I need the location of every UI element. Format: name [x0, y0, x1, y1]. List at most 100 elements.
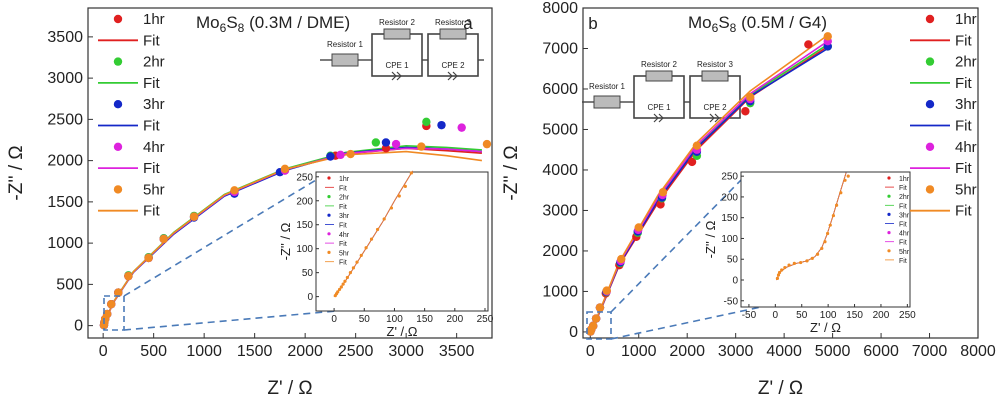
inset-data-point [834, 203, 839, 207]
circuit-label: Resistor 2 [379, 18, 416, 27]
data-point [617, 254, 626, 264]
inset-data-point [826, 231, 830, 236]
inset-legend-marker [327, 213, 331, 217]
inset-data-point [389, 206, 394, 210]
legend-marker [113, 57, 123, 66]
inset-legend-marker [327, 176, 331, 180]
inset-data-point [339, 285, 343, 289]
inset-legend-label: 5hr [339, 250, 350, 257]
inset-y-tick-label: 100 [721, 234, 738, 245]
inset-data-point [843, 178, 847, 182]
inset-x-tick-label: 50 [796, 310, 808, 321]
legend-label: 3hr [143, 96, 165, 113]
inset-data-point [815, 252, 820, 256]
inset-x-axis-label: Z' / Ω [810, 320, 841, 335]
legend-label: 5hr [143, 181, 165, 198]
x-tick-label: 2500 [338, 343, 374, 360]
cpe-symbol [447, 71, 458, 81]
inset-data-point [355, 260, 359, 264]
inset-y-tick-label: 250 [721, 172, 738, 183]
inset-data-point [359, 253, 363, 257]
title-part: S [718, 13, 729, 32]
data-point [658, 188, 668, 197]
zoom-box [103, 295, 125, 331]
inset-legend-label: 3hr [899, 212, 910, 219]
legend-marker [925, 142, 935, 151]
y-tick-label: 3500 [47, 29, 83, 46]
inset-y-tick-label: 250 [296, 172, 313, 183]
data-point [692, 141, 702, 150]
data-point [457, 123, 466, 132]
data-point [102, 309, 112, 319]
y-tick-label: 8000 [542, 0, 578, 17]
title-part: Mo [196, 13, 220, 32]
cpe-symbol [391, 71, 402, 81]
inset-x-tick-label: 200 [446, 314, 463, 325]
data-point [336, 150, 345, 160]
inset-data-point [776, 273, 781, 277]
inset-x-tick-label: 50 [359, 314, 371, 325]
data-point [741, 107, 750, 116]
y-tick-label: 2500 [47, 111, 83, 128]
inset-legend-label: Fit [899, 185, 907, 192]
inset-legend-label: 2hr [339, 195, 350, 202]
cpe-symbol [653, 113, 664, 123]
inset-legend-label: 5hr [899, 249, 910, 256]
inset-legend-marker [887, 194, 891, 198]
data-point [124, 271, 133, 281]
circuit-resistor [439, 28, 467, 40]
legend-label: Fit [955, 203, 972, 220]
y-tick-label: 3000 [542, 202, 578, 219]
data-point [346, 149, 355, 159]
inset-legend-marker [887, 212, 891, 216]
inset-legend-label: 1hr [339, 176, 350, 183]
inset-legend-label: 3hr [339, 213, 350, 220]
inset-data-point [337, 287, 342, 292]
inset-data-point [364, 246, 368, 250]
legend-label: Fit [143, 118, 160, 135]
data-point [602, 286, 611, 295]
y-tick-label: 3000 [47, 70, 83, 87]
x-tick-label: 1500 [237, 343, 273, 360]
zoom-connector [123, 310, 337, 331]
data-point [804, 40, 813, 49]
legend-marker [925, 14, 935, 24]
legend-marker [113, 142, 123, 151]
inset-y-tick-label: 0 [307, 292, 313, 303]
inset-y-tick-label: 200 [296, 196, 313, 207]
inset-data-point [799, 260, 803, 265]
data-point [595, 303, 605, 312]
y-tick-label: 2000 [47, 153, 83, 170]
data-point [144, 253, 153, 263]
title-part: (0.5M / G4) [736, 13, 827, 32]
inset-data-point [345, 275, 349, 280]
inset-legend-label: Fit [339, 223, 347, 230]
title-part: S [226, 13, 237, 32]
inset-legend-label: 4hr [339, 232, 350, 239]
x-tick-label: 1000 [621, 343, 657, 360]
legend-label: Fit [955, 160, 972, 177]
circuit-label: CPE 2 [703, 103, 727, 112]
zoom-box [586, 311, 612, 340]
legend-marker [925, 100, 935, 109]
data-point [230, 186, 239, 195]
inset-data-point [409, 171, 413, 175]
circuit-label: Resistor 1 [589, 82, 626, 91]
x-tick-label: 8000 [960, 343, 996, 360]
inset-data-point [810, 256, 814, 260]
legend-label: 4hr [955, 139, 977, 156]
inset-y-tick-label: 50 [727, 255, 739, 266]
inset-data-point [403, 184, 407, 188]
data-point [371, 138, 381, 147]
x-tick-label: 3000 [718, 343, 754, 360]
inset-legend-label: Fit [339, 204, 347, 211]
inset-x-tick-label: 150 [416, 314, 433, 325]
x-tick-label: 6000 [863, 343, 899, 360]
inset-data-point [777, 270, 782, 275]
zoom-connector [123, 179, 317, 297]
inset-y-axis-label: -Z'' / Ω [278, 222, 293, 260]
inset-x-tick-label: 250 [477, 314, 494, 325]
y-tick-label: 6000 [542, 81, 578, 98]
data-point [391, 139, 401, 149]
inset-data-point [839, 191, 843, 195]
